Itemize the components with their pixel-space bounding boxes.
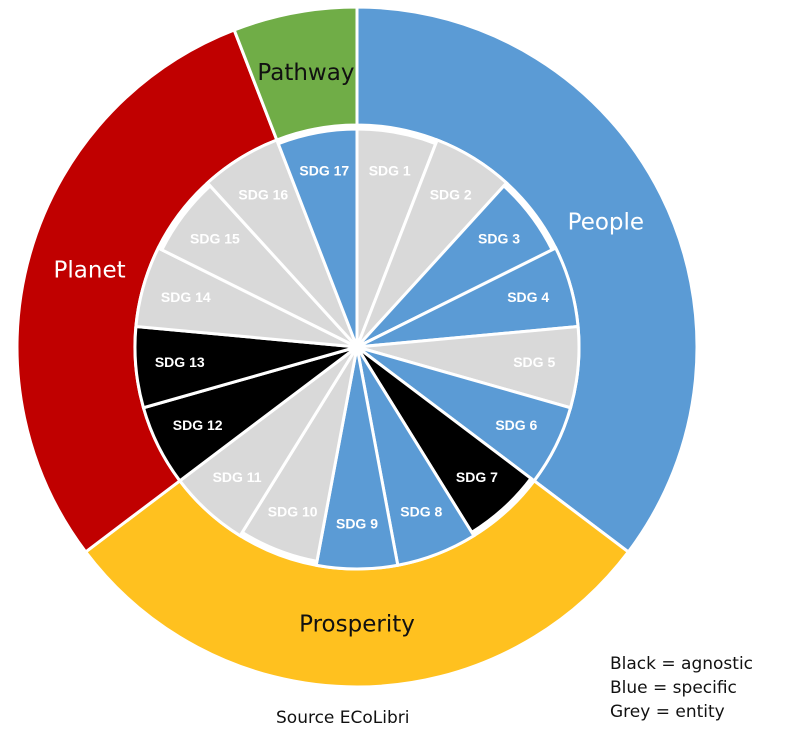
inner-ring-labels: SDG 1 SDG 2 SDG 3 SDG 4 SDG 5 SDG 6 SDG 7 SDG 8…: [155, 163, 556, 532]
sdg-label-6: SDG 6: [495, 417, 537, 433]
outer-label-prosperity: Prosperity: [299, 612, 415, 638]
sdg-wedge-2: [355, 138, 509, 349]
sdg-wedge-14: [134, 246, 358, 349]
sdg-label-13: SDG 13: [155, 354, 205, 370]
sdg-wedge-17: [276, 127, 359, 348]
sdg-label-9: SDG 9: [336, 516, 378, 532]
legend-entity: Grey = entity: [610, 702, 725, 722]
outer-label-pathway: Pathway: [257, 60, 354, 86]
sdg-label-5: SDG 5: [513, 354, 555, 370]
sdg-label-1: SDG 1: [369, 163, 411, 179]
inner-ring: [133, 127, 581, 571]
sdg-label-4: SDG 4: [507, 289, 549, 305]
outer-label-people: People: [568, 210, 644, 236]
sdg-label-2: SDG 2: [430, 186, 472, 202]
sdg-label-8: SDG 8: [400, 504, 442, 520]
sdg-label-3: SDG 3: [478, 230, 520, 246]
outer-ring-labels: People Prosperity Planet Pathway: [54, 60, 645, 637]
legend-specific: Blue = specific: [610, 678, 737, 698]
sdg-label-7: SDG 7: [456, 469, 498, 485]
outer-segment-pathway: [232, 5, 359, 142]
sdg-label-17: SDG 17: [299, 163, 349, 179]
sdg-label-14: SDG 14: [161, 289, 211, 305]
sdg-label-16: SDG 16: [238, 186, 288, 202]
outer-label-planet: Planet: [54, 257, 126, 283]
legend: Black = agnostic Blue = specific Grey = …: [610, 652, 753, 724]
sdg-label-15: SDG 15: [190, 230, 240, 246]
sdg-label-10: SDG 10: [268, 504, 318, 520]
outer-ring: [15, 5, 699, 689]
sdg-wedge-16: [205, 138, 359, 349]
sdg-wedge-6: [356, 345, 573, 483]
sdg-label-11: SDG 11: [213, 469, 262, 485]
sdg-wedge-9: [314, 346, 400, 571]
legend-agnostic: Black = agnostic: [610, 654, 754, 674]
sdg-label-12: SDG 12: [173, 417, 223, 433]
source-note: Source ECoLibri: [276, 708, 410, 728]
outer-segment-people: [355, 5, 699, 554]
